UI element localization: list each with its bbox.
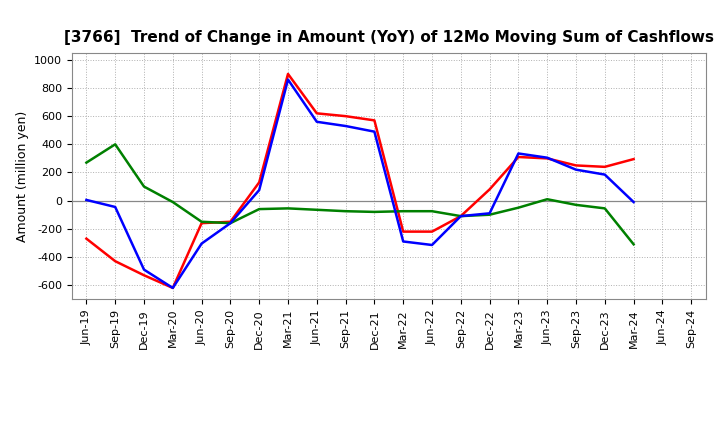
Free Cashflow <box>140 267 148 272</box>
Operating Cashflow <box>370 118 379 123</box>
Operating Cashflow <box>428 229 436 234</box>
Free Cashflow <box>284 77 292 82</box>
Investing Cashflow <box>629 242 638 247</box>
Investing Cashflow <box>428 209 436 214</box>
Operating Cashflow <box>399 229 408 234</box>
Free Cashflow <box>629 199 638 205</box>
Operating Cashflow <box>600 164 609 169</box>
Free Cashflow <box>485 211 494 216</box>
Investing Cashflow <box>485 212 494 217</box>
Investing Cashflow <box>543 197 552 202</box>
Line: Investing Cashflow: Investing Cashflow <box>86 144 634 244</box>
Investing Cashflow <box>284 206 292 211</box>
Investing Cashflow <box>111 142 120 147</box>
Y-axis label: Amount (million yen): Amount (million yen) <box>16 110 29 242</box>
Operating Cashflow <box>514 154 523 160</box>
Investing Cashflow <box>600 206 609 211</box>
Free Cashflow <box>370 129 379 134</box>
Free Cashflow <box>312 119 321 125</box>
Operating Cashflow <box>140 273 148 278</box>
Operating Cashflow <box>312 111 321 116</box>
Free Cashflow <box>111 204 120 209</box>
Investing Cashflow <box>341 209 350 214</box>
Operating Cashflow <box>284 71 292 77</box>
Investing Cashflow <box>197 219 206 224</box>
Free Cashflow <box>543 155 552 160</box>
Free Cashflow <box>600 172 609 177</box>
Investing Cashflow <box>82 160 91 165</box>
Operating Cashflow <box>111 259 120 264</box>
Title: [3766]  Trend of Change in Amount (YoY) of 12Mo Moving Sum of Cashflows: [3766] Trend of Change in Amount (YoY) o… <box>64 29 714 45</box>
Free Cashflow <box>82 197 91 202</box>
Free Cashflow <box>399 239 408 244</box>
Line: Free Cashflow: Free Cashflow <box>86 80 634 288</box>
Investing Cashflow <box>399 209 408 214</box>
Operating Cashflow <box>82 236 91 241</box>
Free Cashflow <box>428 242 436 248</box>
Line: Operating Cashflow: Operating Cashflow <box>86 74 634 288</box>
Investing Cashflow <box>226 220 235 226</box>
Operating Cashflow <box>255 180 264 185</box>
Operating Cashflow <box>572 163 580 168</box>
Operating Cashflow <box>485 187 494 192</box>
Free Cashflow <box>226 220 235 226</box>
Free Cashflow <box>197 241 206 246</box>
Investing Cashflow <box>572 202 580 208</box>
Operating Cashflow <box>341 114 350 119</box>
Investing Cashflow <box>168 199 177 205</box>
Investing Cashflow <box>140 184 148 189</box>
Free Cashflow <box>514 151 523 156</box>
Free Cashflow <box>255 187 264 193</box>
Operating Cashflow <box>168 285 177 290</box>
Free Cashflow <box>168 285 177 290</box>
Investing Cashflow <box>370 209 379 215</box>
Investing Cashflow <box>456 213 465 219</box>
Investing Cashflow <box>255 206 264 212</box>
Free Cashflow <box>572 167 580 172</box>
Free Cashflow <box>456 213 465 219</box>
Free Cashflow <box>341 123 350 128</box>
Operating Cashflow <box>456 213 465 219</box>
Investing Cashflow <box>514 205 523 210</box>
Operating Cashflow <box>629 157 638 162</box>
Investing Cashflow <box>312 207 321 213</box>
Operating Cashflow <box>226 219 235 224</box>
Operating Cashflow <box>197 220 206 226</box>
Operating Cashflow <box>543 156 552 161</box>
